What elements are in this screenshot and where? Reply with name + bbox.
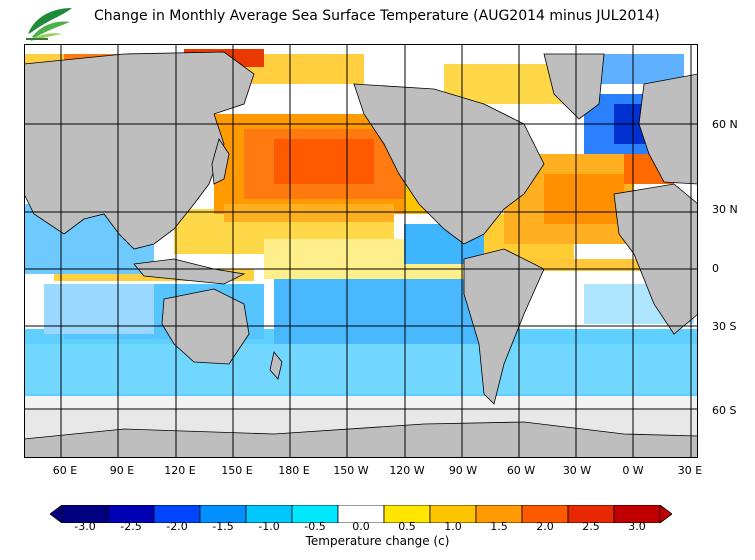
colorbar-tick-label: 1.0 (444, 520, 462, 533)
lon-label: 60 E (52, 464, 78, 477)
lon-label: 180 E (278, 464, 310, 477)
lon-label: 90 W (448, 464, 478, 477)
lon-label: 30 W (562, 464, 592, 477)
lon-label: 120 E (164, 464, 196, 477)
colorbar-tick-label: -2.0 (166, 520, 188, 533)
colorbar-extend-low (50, 505, 63, 523)
chart-title: Change in Monthly Average Sea Surface Te… (94, 8, 660, 24)
leaf-logo (26, 8, 72, 41)
colorbar-tick-label: -1.5 (212, 520, 234, 533)
lat-lon-grid (24, 44, 698, 458)
new-zealand (269, 351, 283, 380)
antarctica (24, 421, 698, 458)
colorbar-tick-label: -0.5 (304, 520, 326, 533)
greenland (543, 53, 605, 120)
lat-label-30s: 30 S (712, 320, 737, 333)
lat-label-30n: 30 N (712, 203, 738, 216)
colorbar-tick-label: 2.0 (536, 520, 554, 533)
colorbar-tick-label: 0.0 (352, 520, 370, 533)
lat-label-60n: 60 N (712, 118, 738, 131)
colorbar-tick-label: 0.5 (398, 520, 416, 533)
japan (211, 138, 230, 185)
maritime-southeast-asia (133, 258, 246, 285)
colorbar-tick-label: 1.5 (490, 520, 508, 533)
lon-label: 60 W (506, 464, 536, 477)
colorbar-tick-label: -1.0 (258, 520, 280, 533)
colorbar-tick-label: 2.5 (582, 520, 600, 533)
lat-label-60s: 60 S (712, 404, 737, 417)
colorbar (50, 505, 672, 523)
colorbar-label: Temperature change (c) (305, 534, 450, 548)
colorbar-tick-label: -2.5 (120, 520, 142, 533)
colorbar-tick-label: -3.0 (74, 520, 96, 533)
africa (613, 183, 698, 335)
asia-landmass (24, 51, 255, 250)
colorbar-extend-high (659, 505, 672, 523)
lon-label: 150 W (333, 464, 369, 477)
sst-anomaly-map (24, 44, 698, 458)
lon-label: 90 E (109, 464, 135, 477)
lat-label-0: 0 (712, 262, 719, 275)
colorbar-tick-label: 3.0 (628, 520, 646, 533)
lon-label: 120 W (389, 464, 425, 477)
lon-label: 150 E (221, 464, 253, 477)
lon-label: 30 E (677, 464, 703, 477)
lon-label: 0 W (622, 464, 644, 477)
